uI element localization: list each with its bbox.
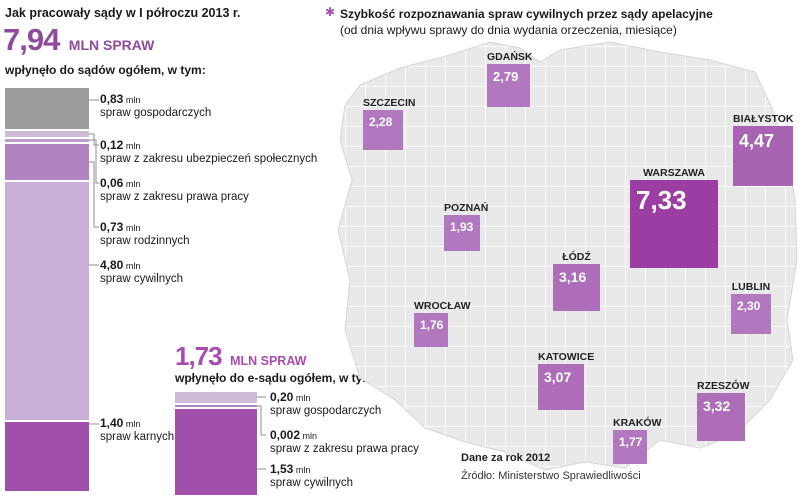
poland-outline bbox=[337, 41, 798, 471]
ecourt-subtitle: wpłynęło do e-sądu ogółem, w tym: bbox=[175, 371, 378, 385]
label-spraw-cywilnych: 4,80 mln spraw cywilnych bbox=[100, 258, 183, 286]
total-cases-unit: MLN SPRAW bbox=[68, 37, 155, 53]
segment-value-line: 1,53 mln bbox=[270, 462, 353, 477]
map-subtitle: (od dnia wpływu sprawy do dnia wydania o… bbox=[340, 23, 677, 37]
label-spraw-gospodarczych: 0,83 mln spraw gospodarczych bbox=[100, 92, 211, 120]
segment-value: 0,20 bbox=[270, 390, 294, 404]
bar-segment-spraw-karnych bbox=[5, 422, 89, 491]
segment-unit: mln bbox=[293, 393, 311, 403]
segment-category: spraw gospodarczych bbox=[100, 107, 212, 119]
segment-value: 0,12 bbox=[100, 138, 124, 152]
label-spraw-z-zakresu-ubezpiecze-spo-ecznych: 0,12 mln spraw z zakresu ubezpieczeń społ… bbox=[100, 138, 317, 166]
segment-unit: mln bbox=[123, 223, 141, 233]
segment-unit: mln bbox=[300, 431, 318, 441]
poland-map bbox=[337, 41, 798, 471]
bar-segment-spraw-z-zakresu-prawa-pracy bbox=[175, 405, 257, 407]
segment-value-line: 0,002 mln bbox=[270, 428, 419, 443]
segment-value: 1,53 bbox=[270, 462, 294, 476]
stacked-bar-ecourt bbox=[175, 392, 257, 495]
leader-line bbox=[89, 139, 99, 184]
label-spraw-z-zakresu-prawa-pracy: 0,002 mln spraw z zakresu prawa pracy bbox=[270, 428, 419, 456]
segment-value: 0,002 bbox=[270, 428, 301, 442]
segment-value: 0,06 bbox=[100, 176, 124, 190]
bar-segment-spraw-rodzinnych bbox=[5, 144, 89, 180]
segment-value-line: 1,40 mln bbox=[100, 416, 174, 431]
segment-category: spraw cywilnych bbox=[270, 477, 354, 489]
map-title: Szybkość rozpoznawania spraw cywilnych p… bbox=[340, 7, 713, 21]
segment-unit: mln bbox=[123, 141, 141, 151]
segment-category: spraw gospodarczych bbox=[270, 405, 382, 417]
segment-value: 0,83 bbox=[100, 92, 124, 106]
label-spraw-gospodarczych: 0,20 mln spraw gospodarczych bbox=[270, 390, 381, 418]
ecourt-headline: 1,73 MLN SPRAW bbox=[175, 341, 306, 372]
stacked-bar-all-courts bbox=[5, 88, 89, 491]
segment-value: 1,40 bbox=[100, 416, 124, 430]
segment-category: spraw z zakresu prawa pracy bbox=[270, 443, 419, 455]
segment-value-line: 0,12 mln bbox=[100, 138, 317, 153]
segment-unit: mln bbox=[123, 261, 141, 271]
segment-value-line: 4,80 mln bbox=[100, 258, 183, 273]
page-title: Jak pracowały sądy w I półroczu 2013 r. bbox=[5, 6, 241, 20]
label-spraw-cywilnych: 1,53 mln spraw cywilnych bbox=[270, 462, 353, 490]
bar-segment-spraw-z-zakresu-prawa-pracy bbox=[5, 139, 89, 142]
segment-unit: mln bbox=[123, 95, 141, 105]
segment-category: spraw z zakresu ubezpieczeń społecznych bbox=[100, 153, 318, 165]
source-note: Źródło: Ministerstwo Sprawiedliwości bbox=[461, 470, 641, 482]
label-spraw-rodzinnych: 0,73 mln spraw rodzinnych bbox=[100, 220, 189, 248]
segment-category: spraw karnych bbox=[100, 431, 175, 443]
segment-value-line: 0,20 mln bbox=[270, 390, 381, 405]
bar-segment-spraw-gospodarczych bbox=[175, 392, 257, 403]
total-cases-subtitle: wpłynęło do sądów ogółem, w tym: bbox=[5, 63, 206, 77]
leader-line bbox=[89, 133, 99, 146]
bar-segment-spraw-cywilnych bbox=[5, 182, 89, 420]
segment-unit: mln bbox=[293, 465, 311, 475]
segment-category: spraw rodzinnych bbox=[100, 235, 190, 247]
segment-value-line: 0,83 mln bbox=[100, 92, 211, 107]
ecourt-value: 1,73 bbox=[175, 341, 223, 371]
asterisk-icon: ✱ bbox=[325, 5, 336, 19]
ecourt-unit: MLN SPRAW bbox=[230, 354, 307, 368]
leader-line bbox=[89, 161, 99, 228]
segment-value: 4,80 bbox=[100, 258, 124, 272]
bar-segment-spraw-gospodarczych bbox=[5, 88, 89, 129]
segment-category: spraw cywilnych bbox=[100, 273, 184, 285]
total-cases-value: 7,94 bbox=[3, 22, 60, 57]
total-cases-headline: 7,94 MLN SPRAW bbox=[3, 22, 154, 58]
label-spraw-karnych: 1,40 mln spraw karnych bbox=[100, 416, 174, 444]
segment-category: spraw z zakresu prawa pracy bbox=[100, 191, 249, 203]
segment-unit: mln bbox=[123, 419, 141, 429]
segment-value: 0,73 bbox=[100, 220, 124, 234]
segment-unit: mln bbox=[123, 179, 141, 189]
leader-line bbox=[257, 405, 266, 436]
label-spraw-z-zakresu-prawa-pracy: 0,06 mln spraw z zakresu prawa pracy bbox=[100, 176, 249, 204]
data-year-note: Dane za rok 2012 bbox=[461, 452, 551, 464]
bar-segment-spraw-z-zakresu-ubezpiecze-spo-ecznych bbox=[5, 131, 89, 137]
segment-value-line: 0,73 mln bbox=[100, 220, 189, 235]
segment-value-line: 0,06 mln bbox=[100, 176, 249, 191]
bar-segment-spraw-cywilnych bbox=[175, 409, 257, 495]
